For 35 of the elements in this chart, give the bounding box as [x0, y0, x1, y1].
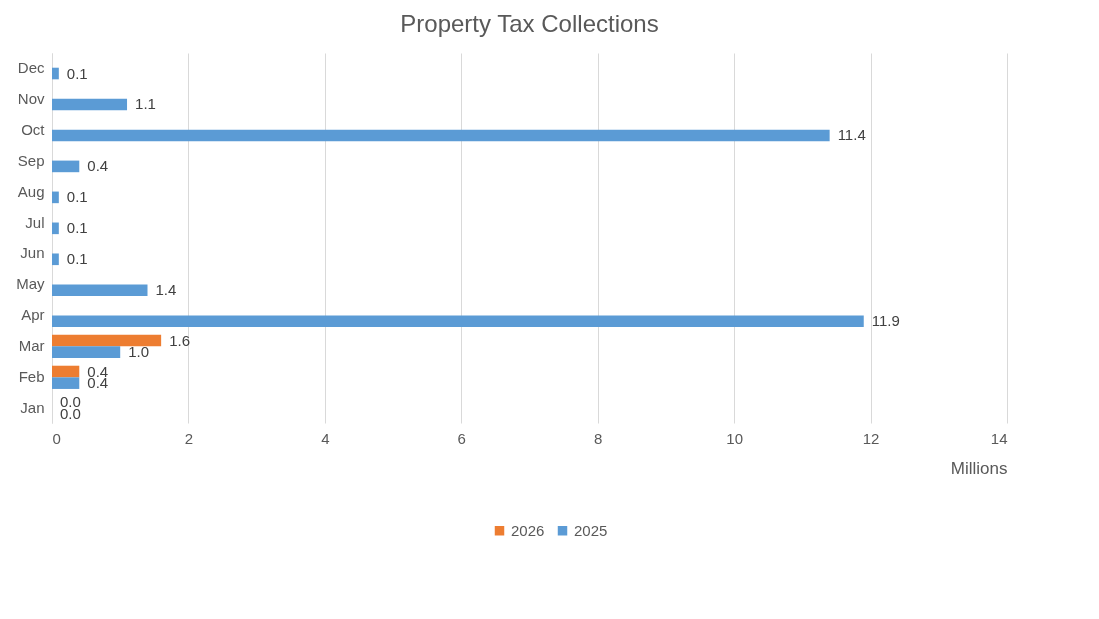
- y-tick-label: Jun: [20, 244, 45, 262]
- data-label: 1.0: [128, 343, 150, 361]
- x-tick-label: 14: [990, 429, 1008, 447]
- y-tick-label: Oct: [21, 120, 46, 138]
- x-tick-label: 0: [52, 429, 61, 447]
- data-label: 11.4: [837, 126, 866, 144]
- data-label: 0.1: [66, 219, 88, 237]
- legend-label: 2026: [511, 521, 545, 539]
- x-tick-label: 12: [862, 429, 880, 447]
- y-tick-label: Feb: [18, 368, 45, 386]
- x-tick-label: 8: [594, 429, 603, 447]
- y-tick-label: Jul: [25, 213, 45, 231]
- x-tick-label: 10: [726, 429, 743, 447]
- y-tick-label: Jan: [20, 399, 45, 417]
- y-tick-label: Dec: [17, 58, 45, 76]
- data-label: 0.4: [87, 157, 109, 175]
- x-tick-label: 2: [184, 429, 194, 447]
- y-tick-label: May: [16, 275, 45, 293]
- legend-label: 2025: [574, 521, 608, 539]
- data-label: 1.4: [155, 281, 177, 299]
- y-tick-label: Nov: [17, 89, 45, 107]
- y-tick-label: Sep: [17, 151, 45, 169]
- data-label: 0.1: [66, 188, 88, 206]
- y-tick-label: Apr: [21, 306, 45, 324]
- y-tick-label: Mar: [18, 337, 45, 355]
- data-label: 1.1: [135, 95, 156, 113]
- data-label: 11.9: [871, 312, 900, 330]
- x-tick-label: 6: [457, 429, 466, 447]
- y-tick-label: Aug: [17, 182, 45, 200]
- chart-title: Property Tax Collections: [400, 10, 659, 37]
- data-label: 0.1: [66, 64, 88, 82]
- x-tick-label: 4: [321, 429, 330, 447]
- x-axis-title: Millions: [950, 458, 1008, 478]
- data-label: 1.6: [169, 331, 190, 349]
- data-label: 0.1: [66, 250, 88, 268]
